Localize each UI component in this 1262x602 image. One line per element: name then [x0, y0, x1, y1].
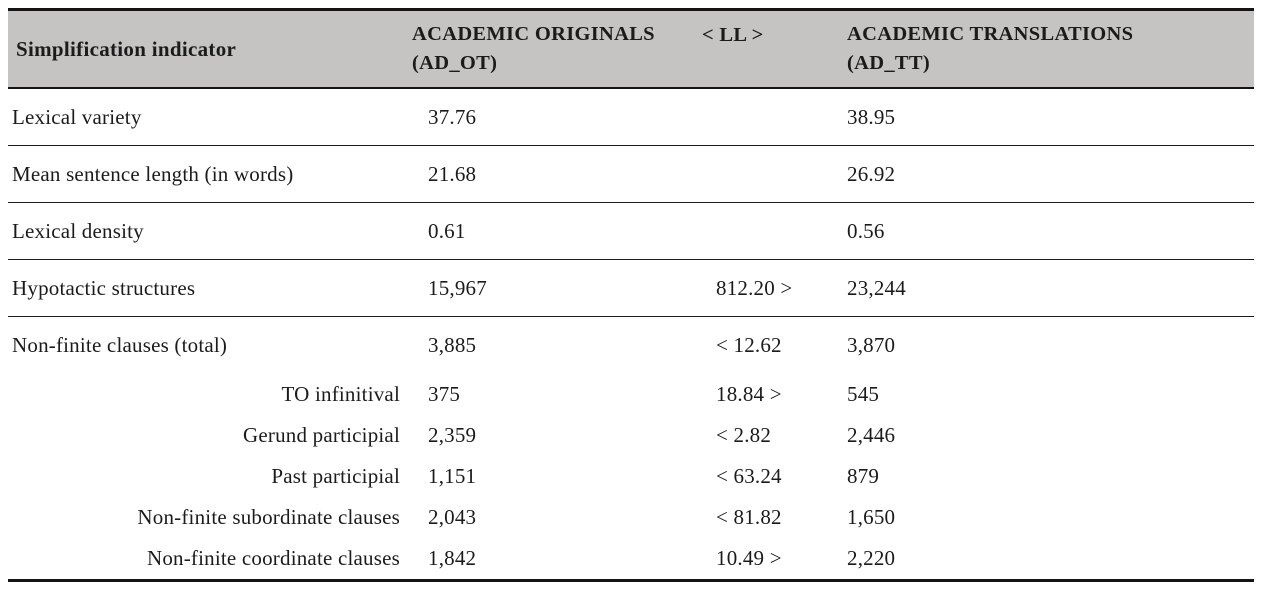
- table-row-lexical-variety: Lexical variety 37.76 38.95: [8, 89, 1254, 146]
- ll-value: 18.84 >: [716, 382, 782, 406]
- ad-ot-value: 2,359: [428, 423, 477, 447]
- ll-value: 10.49 >: [716, 546, 782, 570]
- ad-ot-value: 21.68: [428, 161, 477, 186]
- indicator-label: TO infinitival: [281, 382, 400, 406]
- table-row-lexical-density: Lexical density 0.61 0.56: [8, 203, 1254, 260]
- ll-value: < 2.82: [716, 423, 772, 447]
- table-subrow-past-participial: Past participial 1,151 < 63.24 879: [8, 456, 1254, 497]
- ad-tt-value: 38.95: [847, 104, 896, 129]
- table-row-mean-sentence-length: Mean sentence length (in words) 21.68 26…: [8, 146, 1254, 203]
- ll-value: < 81.82: [716, 505, 782, 529]
- header-academic-translations: ACADEMIC TRANSLATIONS (AD_TT): [847, 20, 1254, 78]
- indicator-label: Lexical density: [12, 218, 144, 243]
- ll-value: < 12.62: [716, 333, 782, 357]
- simplification-indicators-table: Simplification indicator ACADEMIC ORIGIN…: [8, 8, 1254, 582]
- table-subrow-non-finite-coordinate-clauses: Non-finite coordinate clauses 1,842 10.4…: [8, 538, 1254, 579]
- indicator-label: Past participial: [271, 464, 400, 488]
- header-indicator: Simplification indicator: [16, 36, 237, 61]
- ad-ot-value: 1,151: [428, 464, 477, 488]
- ad-ot-value: 375: [428, 382, 461, 406]
- ad-tt-value: 1,650: [847, 505, 896, 529]
- table-row-non-finite-clauses-total: Non-finite clauses (total) 3,885 < 12.62…: [8, 317, 1254, 374]
- indicator-label: Non-finite coordinate clauses: [146, 546, 400, 570]
- header-academic-originals: ACADEMIC ORIGINALS (AD_OT): [410, 20, 702, 78]
- ad-ot-value: 2,043: [428, 505, 477, 529]
- ad-ot-value: 3,885: [428, 333, 477, 357]
- table-subrow-gerund-participial: Gerund participial 2,359 < 2.82 2,446: [8, 415, 1254, 456]
- header-academic-translations-line2: (AD_TT): [847, 52, 930, 74]
- ad-tt-value: 26.92: [847, 161, 896, 186]
- ad-ot-value: 37.76: [428, 104, 477, 129]
- indicator-label: Non-finite subordinate clauses: [137, 505, 400, 529]
- ll-value: 812.20 >: [716, 275, 793, 300]
- table-subrow-non-finite-subordinate-clauses: Non-finite subordinate clauses 2,043 < 8…: [8, 497, 1254, 538]
- header-academic-translations-line1: ACADEMIC TRANSLATIONS: [847, 23, 1134, 45]
- ll-value: < 63.24: [716, 464, 782, 488]
- ad-tt-value: 3,870: [847, 333, 896, 357]
- indicator-label: Hypotactic structures: [12, 275, 196, 300]
- ad-ot-value: 0.61: [428, 218, 466, 243]
- indicator-label: Non-finite clauses (total): [12, 333, 228, 357]
- header-academic-originals-line1: ACADEMIC ORIGINALS: [412, 23, 655, 45]
- header-academic-originals-line2: (AD_OT): [412, 52, 498, 74]
- ad-tt-value: 2,446: [847, 423, 896, 447]
- indicator-label: Lexical variety: [12, 104, 142, 129]
- table-row-hypotactic-structures: Hypotactic structures 15,967 812.20 > 23…: [8, 260, 1254, 317]
- ad-tt-value: 545: [847, 382, 880, 406]
- ad-ot-value: 1,842: [428, 546, 477, 570]
- ad-tt-value: 879: [847, 464, 880, 488]
- ad-tt-value: 23,244: [847, 275, 906, 300]
- table-header-row: Simplification indicator ACADEMIC ORIGIN…: [8, 11, 1254, 89]
- table-subrow-to-infinitival: TO infinitival 375 18.84 > 545: [8, 374, 1254, 415]
- indicator-label: Mean sentence length (in words): [12, 161, 294, 186]
- ad-tt-value: 2,220: [847, 546, 896, 570]
- header-log-likelihood: < LL >: [702, 24, 764, 46]
- indicator-label: Gerund participial: [243, 423, 400, 447]
- ad-ot-value: 15,967: [428, 275, 487, 300]
- ad-tt-value: 0.56: [847, 218, 885, 243]
